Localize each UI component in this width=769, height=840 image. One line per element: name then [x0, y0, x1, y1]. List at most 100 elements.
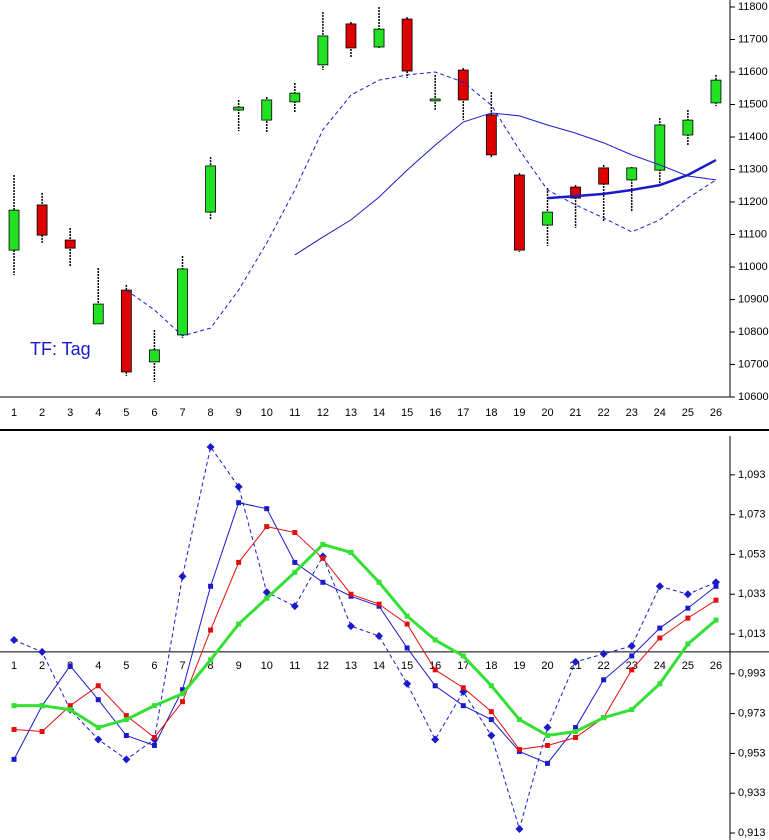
- x-tick-label: 26: [710, 660, 722, 672]
- series-line: [14, 542, 717, 738]
- x-tick-label: 6: [151, 407, 157, 419]
- marker: [292, 559, 298, 565]
- x-tick-label: 7: [179, 660, 185, 672]
- candle-body: [261, 99, 273, 121]
- marker: [180, 699, 185, 705]
- candle-body: [654, 124, 666, 171]
- candle-body: [345, 23, 357, 49]
- marker: [236, 559, 242, 565]
- x-tick-label: 11: [289, 407, 300, 419]
- x-tick-label: 20: [541, 407, 553, 419]
- marker: [290, 602, 299, 611]
- marker: [488, 709, 494, 715]
- x-tick-label: 17: [457, 407, 469, 419]
- marker: [320, 579, 326, 585]
- x-tick-label: 17: [457, 660, 469, 672]
- marker: [123, 713, 129, 719]
- marker: [11, 727, 17, 733]
- marker: [629, 707, 635, 713]
- y-tick-label: 10600: [738, 391, 769, 403]
- x-tick-label: 7: [179, 407, 185, 419]
- x-tick-label: 9: [236, 660, 242, 672]
- marker: [488, 683, 494, 689]
- marker: [657, 635, 663, 641]
- marker: [178, 572, 187, 581]
- marker: [460, 703, 466, 709]
- marker: [180, 687, 185, 693]
- x-tick-label: 14: [373, 407, 385, 419]
- marker: [432, 667, 438, 673]
- marker: [264, 524, 270, 530]
- marker: [655, 582, 664, 591]
- marker: [599, 649, 608, 658]
- marker: [601, 677, 607, 683]
- marker: [320, 541, 326, 547]
- x-tick-label: 10: [261, 660, 273, 672]
- candle-body: [429, 98, 441, 102]
- marker: [713, 597, 719, 603]
- marker: [375, 632, 384, 641]
- marker: [431, 735, 440, 744]
- marker: [39, 729, 45, 735]
- x-tick-label: 23: [626, 660, 638, 672]
- marker: [123, 733, 129, 739]
- marker: [292, 569, 298, 575]
- marker: [236, 621, 242, 627]
- x-tick-label: 16: [429, 407, 441, 419]
- marker: [601, 715, 607, 721]
- y-tick-label: 1,033: [738, 588, 766, 600]
- marker: [348, 549, 354, 555]
- marker: [432, 637, 438, 643]
- marker: [208, 657, 214, 663]
- x-tick-label: 5: [123, 407, 129, 419]
- marker: [627, 641, 636, 650]
- marker: [67, 707, 73, 713]
- marker: [515, 825, 524, 834]
- y-tick-label: 11600: [738, 66, 768, 78]
- x-tick-label: 1: [11, 660, 17, 672]
- x-tick-label: 10: [261, 407, 273, 419]
- candle-body: [626, 167, 638, 181]
- marker: [95, 725, 101, 731]
- marker: [683, 590, 692, 599]
- marker: [516, 746, 522, 752]
- marker: [545, 733, 550, 739]
- marker: [404, 645, 410, 651]
- candle-body: [205, 165, 216, 213]
- candle-body: [542, 211, 553, 226]
- marker: [151, 742, 157, 748]
- x-tick-label: 5: [123, 660, 129, 672]
- marker: [292, 530, 298, 536]
- y-tick-label: 1,053: [738, 548, 766, 560]
- marker: [685, 641, 691, 647]
- candle-body: [570, 186, 581, 199]
- x-tick-label: 16: [429, 660, 441, 672]
- y-tick-label: 0,933: [738, 787, 766, 799]
- x-tick-label: 1: [11, 407, 17, 419]
- x-tick-label: 9: [236, 407, 242, 419]
- marker: [376, 601, 382, 607]
- marker: [460, 653, 466, 659]
- x-tick-label: 19: [513, 407, 525, 419]
- marker: [460, 685, 466, 691]
- marker: [657, 681, 663, 687]
- x-tick-label: 19: [513, 660, 525, 672]
- marker: [516, 717, 522, 723]
- x-tick-label: 3: [67, 407, 73, 419]
- marker: [151, 734, 157, 740]
- marker: [11, 703, 17, 709]
- x-tick-label: 24: [654, 660, 666, 672]
- marker: [123, 717, 129, 723]
- marker: [94, 735, 103, 744]
- marker: [545, 760, 550, 766]
- x-tick-label: 15: [401, 407, 413, 419]
- y-tick-label: 11500: [738, 98, 768, 110]
- x-tick-label: 4: [95, 407, 101, 419]
- series-line: [547, 158, 717, 200]
- marker: [487, 731, 496, 740]
- marker: [488, 717, 494, 723]
- candle-body: [598, 167, 610, 185]
- x-tick-label: 8: [208, 407, 214, 419]
- marker: [208, 627, 214, 633]
- x-tick-label: 13: [345, 407, 357, 419]
